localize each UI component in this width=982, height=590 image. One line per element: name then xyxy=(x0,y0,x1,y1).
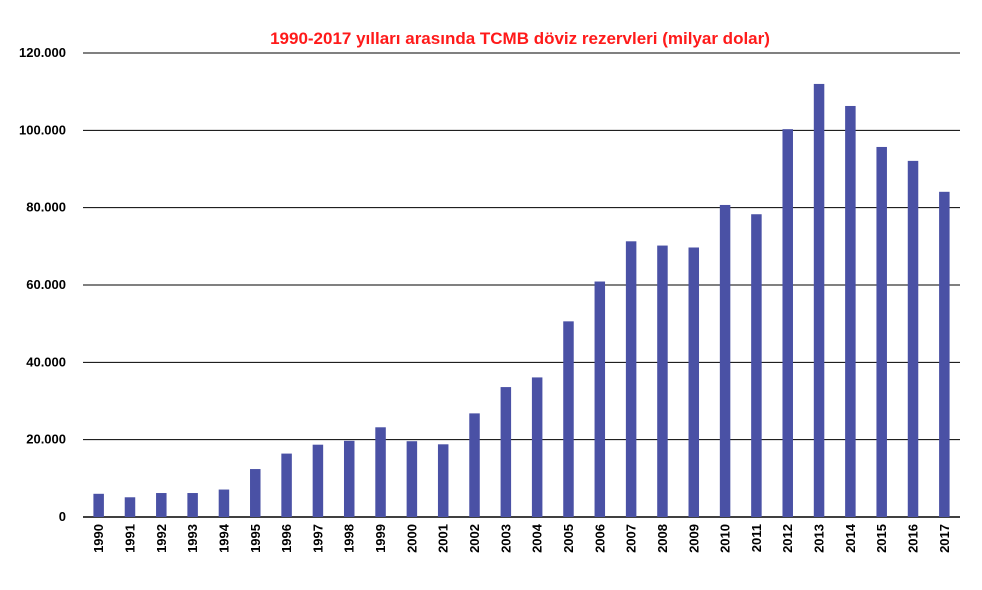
x-tick-label: 1992 xyxy=(154,524,169,553)
x-tick-label: 2003 xyxy=(498,524,513,553)
x-tick-label: 2014 xyxy=(843,523,858,553)
bar-2017 xyxy=(939,191,950,517)
x-tick-label: 2006 xyxy=(592,524,607,553)
y-tick-label: 40.000 xyxy=(26,354,66,369)
bar-2003 xyxy=(500,387,512,517)
x-tick-label: 2008 xyxy=(655,524,670,553)
x-tick-label: 2010 xyxy=(718,524,733,553)
x-axis-tick-labels: 1990 1991 1992 1993 1994 1995 1996 1997 1998 1999… xyxy=(91,523,952,553)
bar-1990 xyxy=(93,493,104,517)
bar-2001 xyxy=(437,444,449,517)
bar-2008 xyxy=(657,245,668,517)
x-tick-label: 2005 xyxy=(561,524,576,553)
bar-2006 xyxy=(594,281,606,517)
bars xyxy=(93,83,950,518)
bar-2002 xyxy=(469,413,480,517)
x-tick-label: 1995 xyxy=(248,524,263,553)
x-tick-label: 1998 xyxy=(342,524,357,553)
x-tick-label: 1991 xyxy=(122,524,137,553)
x-tick-label: 2009 xyxy=(686,524,701,553)
y-tick-label: 80.000 xyxy=(26,200,66,215)
bar-1991 xyxy=(124,497,136,517)
x-tick-label: 1994 xyxy=(216,523,231,553)
x-tick-label: 1993 xyxy=(185,524,200,553)
bar-1994 xyxy=(218,489,230,517)
bar-1999 xyxy=(375,427,386,517)
x-tick-label: 2016 xyxy=(906,524,921,553)
y-tick-label: 100.000 xyxy=(19,122,66,137)
y-axis-tick-labels: 0 20.000 40.000 60.000 80.000 100.000 120.000 xyxy=(19,45,66,524)
bar-2011 xyxy=(751,214,762,518)
x-tick-label: 2013 xyxy=(812,524,827,553)
x-tick-label: 2011 xyxy=(749,524,764,552)
bar-2013 xyxy=(813,83,825,517)
bar-2000 xyxy=(406,441,418,517)
x-tick-label: 1999 xyxy=(373,524,388,553)
y-tick-label: 120.000 xyxy=(19,45,66,60)
bar-1998 xyxy=(343,440,355,517)
bar-2005 xyxy=(563,321,574,517)
bar-2004 xyxy=(531,377,543,517)
bar-2012 xyxy=(782,129,793,517)
x-tick-label: 2001 xyxy=(436,524,451,553)
bar-2010 xyxy=(719,204,731,517)
x-tick-label: 2012 xyxy=(780,524,795,553)
x-tick-label: 2000 xyxy=(404,524,419,553)
x-tick-label: 2007 xyxy=(624,524,639,553)
x-tick-label: 2017 xyxy=(937,524,952,553)
bar-2015 xyxy=(876,146,887,517)
x-tick-label: 1996 xyxy=(279,524,294,553)
bar-1993 xyxy=(187,493,198,517)
x-tick-label: 1997 xyxy=(310,524,325,553)
y-tick-label: 60.000 xyxy=(26,277,66,292)
y-tick-label: 0 xyxy=(59,509,66,524)
bar-2014 xyxy=(845,105,856,518)
bar-2007 xyxy=(625,241,637,517)
bar-1997 xyxy=(312,444,324,517)
x-tick-label: 2004 xyxy=(530,523,545,553)
chart-title: 1990-2017 yılları arasında TCMB döviz re… xyxy=(270,29,770,48)
x-tick-label: 2015 xyxy=(874,524,889,553)
bar-1995 xyxy=(250,469,261,517)
bar-1992 xyxy=(156,493,167,517)
bar-1996 xyxy=(281,453,292,517)
x-tick-label: 1990 xyxy=(91,524,106,553)
x-tick-label: 2002 xyxy=(467,524,482,553)
y-tick-label: 20.000 xyxy=(26,432,66,447)
bar-2009 xyxy=(688,247,700,517)
bar-2016 xyxy=(907,160,919,517)
gridlines xyxy=(83,52,960,518)
